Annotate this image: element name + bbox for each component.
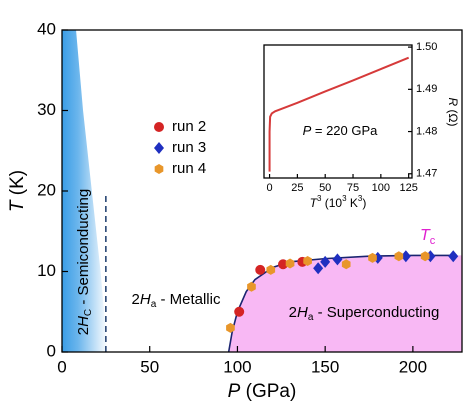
label-part: T <box>420 227 431 244</box>
label-part: = 220 GPa <box>311 123 378 138</box>
point <box>247 281 256 292</box>
y-tick-label: 0 <box>47 341 56 360</box>
label-part: P <box>303 123 312 138</box>
label-part: K <box>347 196 358 210</box>
x-tick-label: 0 <box>57 357 66 376</box>
label-part: - Semiconducting <box>75 189 92 309</box>
x-tick-label: 50 <box>140 357 159 376</box>
point <box>448 250 459 263</box>
label-part: ) <box>362 196 366 210</box>
label-part: C <box>83 309 94 316</box>
inset-plot: 0 25 50 75 100 125 1.47 1.48 1.49 1.50 <box>263 41 437 194</box>
label-part: H <box>75 316 92 327</box>
label-part: 3 <box>358 194 363 203</box>
label-part: R <box>446 98 460 107</box>
line <box>268 56 410 172</box>
y-tick-label: 1.48 <box>416 125 437 137</box>
label-part: H <box>140 291 151 308</box>
y-tick-label: 20 <box>37 180 56 199</box>
tc-label: Tc <box>420 227 436 247</box>
point <box>285 258 295 269</box>
legend-marker <box>154 164 164 174</box>
point <box>303 256 312 267</box>
y-tick-label: 40 <box>37 19 56 38</box>
x-tick-label: 75 <box>347 182 359 194</box>
y-tick-label: 1.49 <box>416 83 437 95</box>
inset-annotation: P = 220 GPa <box>303 123 379 138</box>
point <box>400 250 411 263</box>
label-part: a <box>308 312 314 323</box>
point <box>313 262 324 275</box>
label-part: (Ω) <box>446 106 460 126</box>
legend-label: run 4 <box>172 160 206 177</box>
label-part: - Metallic <box>156 291 221 308</box>
x-tick-label: 100 <box>223 357 251 376</box>
point <box>226 322 235 333</box>
x-tick-label: 200 <box>399 357 427 376</box>
y-tick-label: 10 <box>37 261 56 280</box>
label-part: - Superconducting <box>313 304 439 321</box>
y-axis-label: T (K) <box>7 170 28 212</box>
label-part: 3 <box>317 194 322 203</box>
x-tick-label: 150 <box>311 357 339 376</box>
legend-label: run 3 <box>172 139 206 156</box>
label-part: 2 <box>289 304 297 321</box>
point <box>320 255 331 268</box>
semiconducting-region <box>62 30 108 352</box>
metallic-label: 2Ha - Metallic <box>132 291 221 310</box>
label-part: 2 <box>75 327 92 335</box>
superconducting-region <box>228 255 462 352</box>
label-part: 2 <box>132 291 140 308</box>
x-tick-label: 25 <box>291 182 303 194</box>
point <box>255 264 266 275</box>
label-part: (10 <box>321 196 342 210</box>
y-tick-label: 1.47 <box>416 168 437 180</box>
label-part: c <box>430 235 436 247</box>
label-part: (K) <box>7 170 28 201</box>
label-part: P <box>228 381 241 402</box>
point <box>368 252 377 263</box>
point <box>266 264 276 275</box>
x-axis-label: P (GPa) <box>228 381 297 402</box>
label-part: T <box>310 196 319 210</box>
inset-y-label: R (Ω) <box>446 98 460 127</box>
y-tick-label: 30 <box>37 100 56 119</box>
point <box>341 259 351 270</box>
x-tick-label: 125 <box>399 182 417 194</box>
legend-marker <box>154 142 164 154</box>
label-part: H <box>297 304 308 321</box>
y-tick-label: 1.50 <box>416 41 437 53</box>
semiconducting-label: 2HC - Semiconducting <box>75 189 94 335</box>
point <box>394 251 404 262</box>
inset-x-label: T3 (103 K3) <box>310 194 367 210</box>
label-part: a <box>151 299 157 310</box>
x-tick-label: 50 <box>319 182 331 194</box>
point <box>234 306 245 317</box>
point <box>278 259 289 270</box>
superconducting-label: 2Ha - Superconducting <box>289 304 440 323</box>
x-tick-label: 100 <box>372 182 390 194</box>
plot-frame <box>263 44 413 179</box>
point <box>420 251 430 262</box>
label-part: (GPa) <box>240 381 296 402</box>
label-part: 3 <box>342 194 347 203</box>
legend-marker <box>154 122 164 132</box>
point <box>332 253 343 266</box>
x-tick-label: 0 <box>267 182 273 194</box>
legend-label: run 2 <box>172 118 206 135</box>
label-part: T <box>7 199 28 212</box>
